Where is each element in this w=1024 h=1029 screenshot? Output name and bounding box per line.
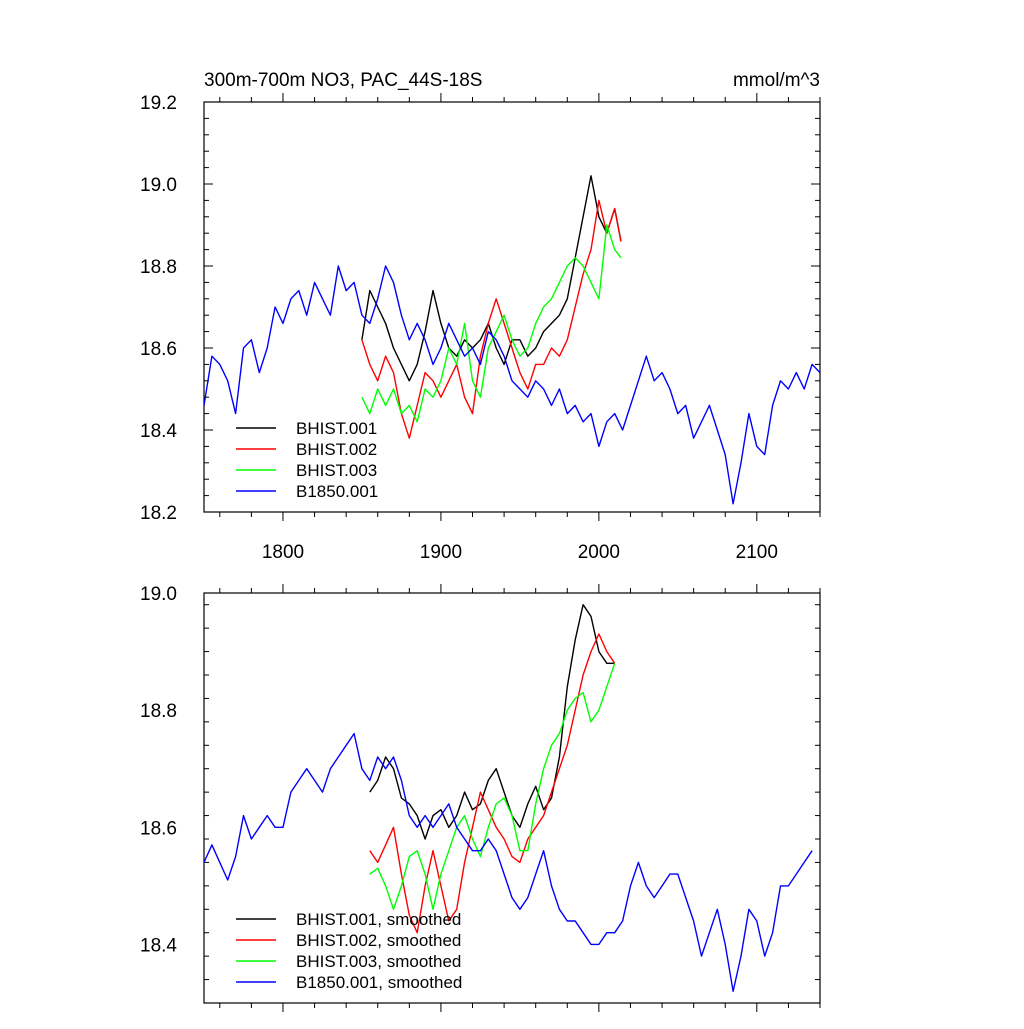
x-tick-label: 1800 (262, 542, 304, 563)
units-label: mmol/m^3 (733, 70, 820, 91)
plot-frame (203, 592, 821, 1004)
legend-label: BHIST.003, smoothed (296, 952, 461, 971)
x-tick-label: 2100 (736, 542, 778, 563)
series-line-bhist-003 (361, 224, 622, 423)
series-line-bhist-001-smoothed (369, 604, 615, 840)
series-line-b1850-001 (204, 265, 820, 505)
legend-label: B1850.001 (296, 482, 378, 501)
series-line-b1850-001-smoothed (204, 732, 813, 992)
y-tick-label: 19.0 (140, 175, 177, 196)
y-tick-label: 18.4 (140, 421, 177, 442)
y-tick-label: 19.2 (140, 93, 177, 114)
series-line-bhist-002-smoothed (369, 633, 616, 934)
x-tick-label: 2000 (578, 542, 620, 563)
y-tick-label: 18.6 (140, 818, 177, 839)
legend-label: BHIST.001, smoothed (296, 910, 461, 929)
x-tick-label: 1900 (420, 542, 462, 563)
series-line-bhist-003-smoothed (369, 663, 616, 910)
y-tick-label: 18.4 (140, 935, 177, 956)
series-line-bhist-002 (361, 199, 622, 439)
top-panel: 300m-700m NO3, PAC_44S-18S mmol/m^3 1800… (140, 70, 821, 563)
bottom-panel: 18.4 18.6 18.8 19.0 BHIST.001, smoothed BHIST… (140, 584, 821, 1012)
legend-label: B1850.001, smoothed (296, 973, 462, 992)
legend-label: BHIST.002, smoothed (296, 931, 461, 950)
y-tick-label: 19.0 (140, 584, 177, 605)
chart-title: 300m-700m NO3, PAC_44S-18S (204, 70, 482, 91)
legend-label: BHIST.001 (296, 419, 377, 438)
y-tick-label: 18.2 (140, 503, 177, 524)
y-tick-label: 18.8 (140, 257, 177, 278)
legend-label: BHIST.002 (296, 440, 377, 459)
y-tick-label: 18.8 (140, 701, 177, 722)
y-tick-label: 18.6 (140, 339, 177, 360)
legend-label: BHIST.003 (296, 461, 377, 480)
plot-frame (203, 101, 821, 513)
